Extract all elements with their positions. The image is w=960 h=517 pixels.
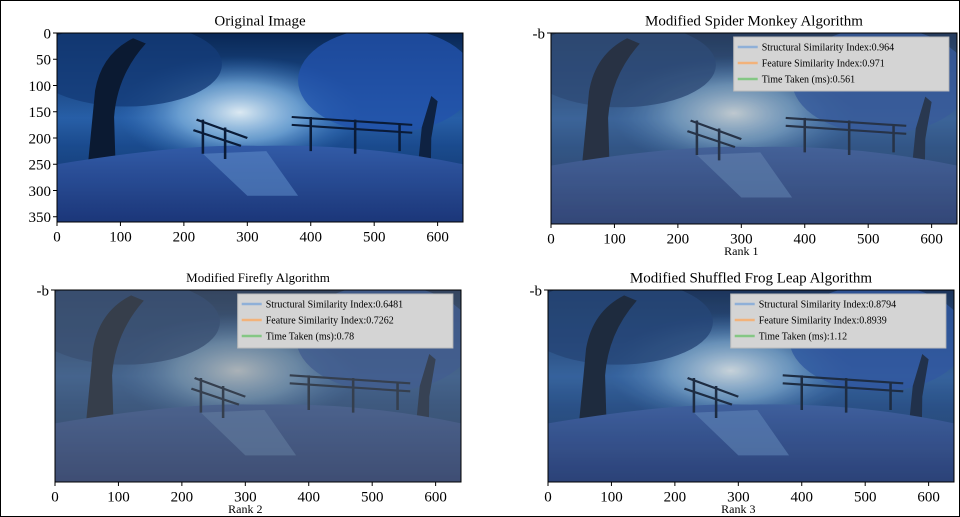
legend-label: Feature Similarity Index:0.7262 (266, 315, 394, 326)
x-tick-label: 400 (300, 229, 323, 245)
x-axis-label: Rank 2 (228, 502, 262, 516)
x-tick-label: 600 (917, 489, 940, 505)
x-axis-label: Rank 1 (724, 244, 758, 258)
y-tick-label: -b (37, 283, 50, 299)
x-tick-label: 0 (53, 229, 61, 245)
legend-label: Time Taken (ms):1.12 (759, 331, 847, 342)
x-tick-label: 500 (854, 489, 877, 505)
x-tick-label: 0 (544, 489, 552, 505)
panel-title: Modified Spider Monkey Algorithm (645, 13, 863, 29)
x-tick-label: 400 (791, 489, 814, 505)
panel-title: Modified Firefly Algorithm (186, 270, 330, 285)
x-tick-label: 0 (547, 231, 555, 247)
x-axis-label: Rank 3 (721, 502, 755, 516)
x-tick-label: 500 (363, 229, 386, 245)
legend-label: Structural Similarity Index:0.8794 (759, 299, 896, 310)
x-tick-label: 300 (236, 229, 259, 245)
x-tick-label: 200 (664, 489, 687, 505)
figure: Original Image 0 100 200 300 400 500 600 0 50 100 1… (0, 0, 960, 517)
y-tick-label: 300 (29, 184, 52, 200)
legend-label: Structural Similarity Index:0.964 (762, 42, 894, 53)
x-tick-label: 200 (667, 231, 690, 247)
x-tick-label: 0 (51, 489, 59, 505)
x-tick-label: 200 (171, 489, 194, 505)
y-tick-label: 350 (29, 210, 52, 226)
x-tick-label: 100 (600, 489, 623, 505)
y-tick-label: -b (533, 26, 546, 42)
x-tick-label: 600 (424, 489, 447, 505)
panel-title: Original Image (214, 13, 306, 29)
y-tick-label: 0 (44, 26, 52, 42)
legend-label: Structural Similarity Index:0.6481 (266, 299, 403, 310)
legend-label: Time Taken (ms):0.561 (762, 74, 855, 85)
x-tick-label: 500 (361, 489, 384, 505)
x-tick-label: 100 (107, 489, 130, 505)
y-tick-label: -b (530, 283, 543, 299)
x-tick-label: 200 (173, 229, 196, 245)
y-tick-label: 200 (29, 131, 52, 147)
y-tick-label: 100 (29, 79, 52, 95)
legend-label: Feature Similarity Index:0.8939 (759, 315, 887, 326)
x-tick-label: 500 (857, 231, 880, 247)
legend-label: Feature Similarity Index:0.971 (762, 58, 885, 69)
x-tick-label: 100 (603, 231, 626, 247)
x-tick-label: 400 (298, 489, 321, 505)
y-tick-label: 150 (29, 105, 52, 121)
x-tick-label: 100 (109, 229, 132, 245)
x-tick-label: 400 (794, 231, 817, 247)
legend-label: Time Taken (ms):0.78 (266, 331, 354, 342)
y-tick-label: 250 (29, 158, 52, 174)
y-tick-label: 50 (36, 53, 51, 69)
panel-title: Modified Shuffled Frog Leap Algorithm (630, 270, 873, 286)
x-tick-label: 600 (920, 231, 943, 247)
x-tick-label: 600 (426, 229, 449, 245)
